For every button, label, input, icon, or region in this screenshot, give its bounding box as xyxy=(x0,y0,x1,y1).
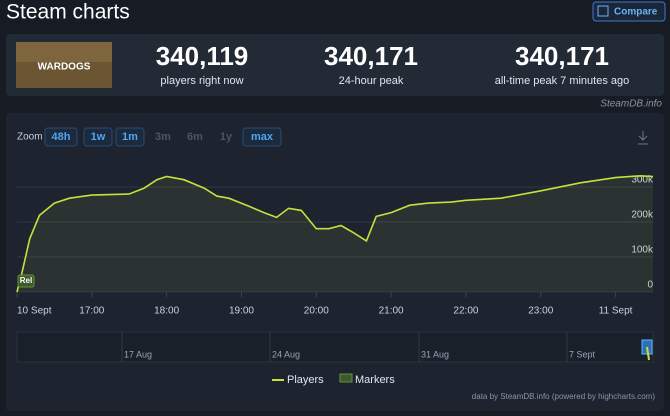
navigator-label: 7 Sept xyxy=(569,349,596,359)
x-tick-label: 10 Sept xyxy=(17,306,52,317)
stat-value: 340,171 xyxy=(515,41,609,71)
zoom-button[interactable] xyxy=(44,127,78,147)
x-tick-label: 18:00 xyxy=(154,306,179,317)
stat-label: all-time peak 7 minutes ago xyxy=(495,75,630,87)
stats-panel xyxy=(6,34,664,96)
thumbnail-sky xyxy=(16,42,112,62)
zoom-button-label: 6m xyxy=(187,131,203,143)
stat-value: 340,171 xyxy=(324,41,418,71)
page-title: Steam charts xyxy=(6,1,130,24)
x-tick-label: 11 Sept xyxy=(599,306,633,317)
compare-button[interactable] xyxy=(592,1,666,22)
y-tick-label: 200k xyxy=(631,210,654,221)
game-name: WARDOGS xyxy=(38,62,91,73)
x-tick-label: 20:00 xyxy=(304,306,329,317)
stat-label: 24-hour peak xyxy=(339,75,404,87)
y-tick-label: 300k xyxy=(631,175,654,186)
y-tick-label: 0 xyxy=(647,280,653,291)
legend-label[interactable]: Markers xyxy=(355,374,395,386)
compare-icon xyxy=(597,5,609,17)
zoom-button[interactable] xyxy=(83,127,113,147)
legend-marker-icon xyxy=(339,373,353,383)
zoom-label: Zoom xyxy=(17,132,43,143)
legend-label[interactable]: Players xyxy=(287,374,324,386)
area xyxy=(17,175,653,292)
zoom-button-label[interactable]: max xyxy=(251,131,274,143)
compare-label[interactable]: Compare xyxy=(614,7,658,18)
zoom-button-label[interactable]: 1w xyxy=(91,131,106,143)
navigator-label: 31 Aug xyxy=(421,349,449,359)
x-tick-label: 21:00 xyxy=(379,306,404,317)
zoom-button-label: 3m xyxy=(155,131,171,143)
release-flag xyxy=(17,274,35,288)
zoom-button-label: 1y xyxy=(220,131,233,143)
download-icon[interactable] xyxy=(638,131,648,145)
navigator-label: 24 Aug xyxy=(272,349,300,359)
zoom-button[interactable] xyxy=(242,127,282,147)
x-tick-label: 22:00 xyxy=(453,306,478,317)
stat-value: 340,119 xyxy=(156,41,249,71)
x-tick-label: 23:00 xyxy=(528,306,553,317)
x-tick-label: 17:00 xyxy=(79,306,104,317)
line xyxy=(16,174,654,293)
y-tick-label: 100k xyxy=(631,245,654,256)
zoom-button-label[interactable]: 1m xyxy=(122,131,138,143)
source: SteamDB.info xyxy=(600,99,662,110)
footer: data by SteamDB.info (powered by highcha… xyxy=(472,392,656,401)
stat-label: players right now xyxy=(160,75,243,87)
navigator xyxy=(16,331,654,363)
navigator-label: 17 Aug xyxy=(124,349,152,359)
navigator-line xyxy=(646,346,650,361)
x-tick-label: 19:00 xyxy=(229,306,254,317)
zoom-button-label[interactable]: 48h xyxy=(52,131,71,143)
zoom-button[interactable] xyxy=(115,127,145,147)
release-flag-label: Rel xyxy=(20,276,32,285)
